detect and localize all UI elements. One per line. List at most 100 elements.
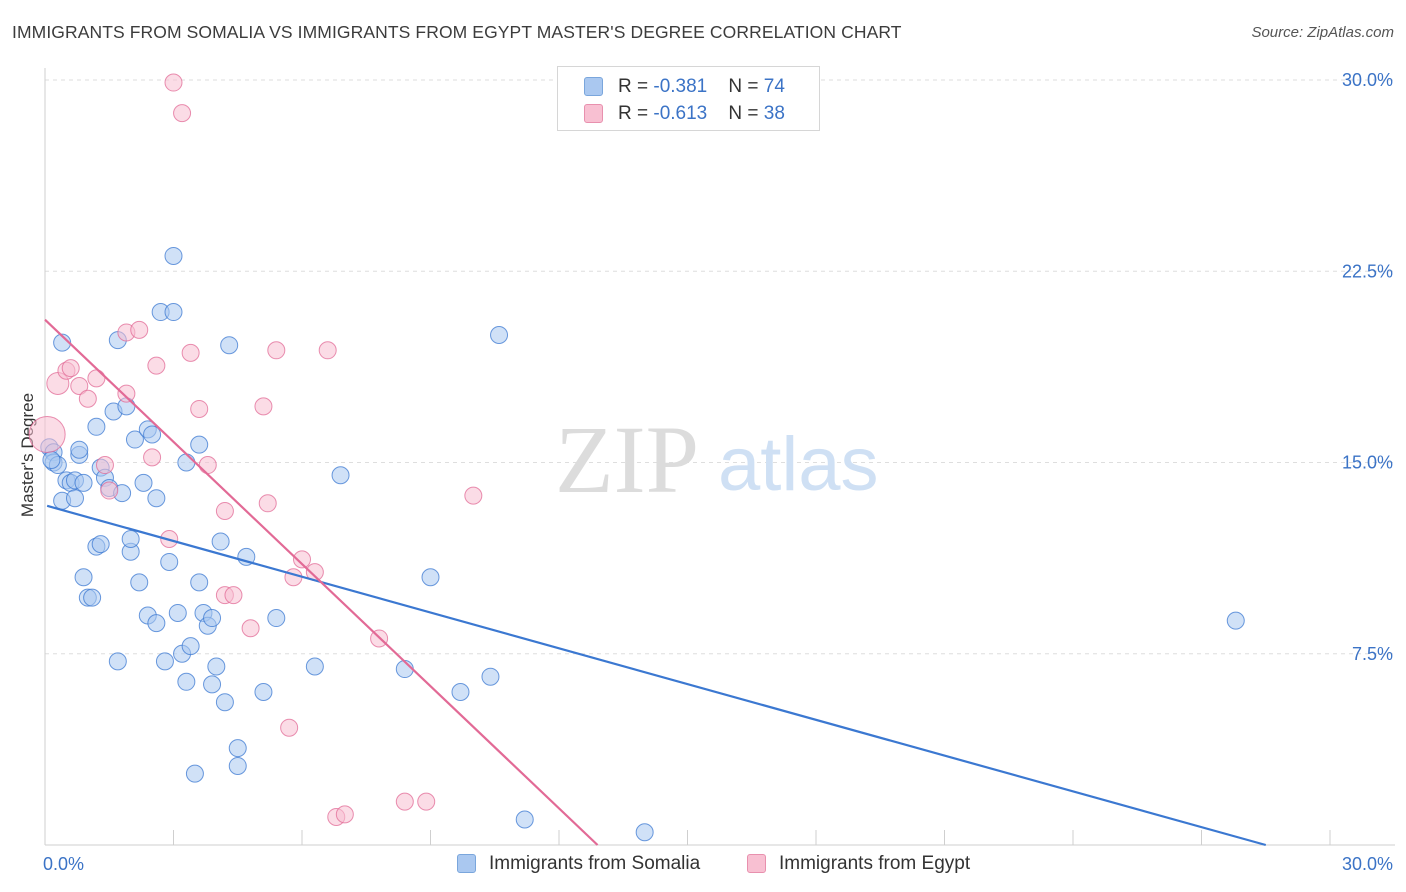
data-point-somalia (155, 652, 174, 671)
data-point-somalia (181, 637, 200, 656)
data-point-somalia (228, 739, 247, 758)
data-point-somalia (42, 450, 61, 469)
bottom-legend-label-somalia: Immigrants from Somalia (489, 853, 701, 874)
data-point-somalia (305, 657, 324, 676)
data-point-egypt (284, 568, 303, 587)
data-point-somalia (267, 609, 286, 628)
data-point-somalia (331, 466, 350, 485)
legend-n-value-somalia: 74 (763, 76, 785, 97)
y-tick-label: 30.0% (1342, 70, 1393, 90)
data-point-egypt (95, 456, 114, 475)
data-point-somalia (207, 657, 226, 676)
tick-labels: 7.5% 15.0% 22.5% 30.0% 0.0% 30.0% (43, 70, 1393, 874)
data-point-somalia (515, 810, 534, 829)
watermark-atlas: atlas (718, 422, 879, 507)
data-point-somalia (203, 609, 222, 628)
data-point-egypt (87, 369, 106, 388)
data-point-egypt (78, 389, 97, 408)
x-tick-label-min: 0.0% (43, 854, 84, 874)
data-point-somalia (203, 675, 222, 694)
data-point-somalia (451, 683, 470, 701)
data-point-somalia (177, 672, 196, 691)
data-point-somalia (164, 246, 183, 265)
data-point-egypt (198, 456, 217, 475)
data-point-somalia (83, 588, 102, 607)
data-point-egypt (417, 792, 436, 811)
data-point-egypt (28, 415, 66, 453)
data-point-egypt (395, 792, 414, 811)
data-point-somalia (190, 435, 209, 454)
data-point-somalia (125, 430, 144, 449)
watermark-zip: ZIP (555, 406, 699, 513)
data-point-somalia (635, 823, 654, 842)
data-point-egypt (181, 343, 200, 362)
x-tick-label-max: 30.0% (1342, 854, 1393, 874)
y-tick-label: 15.0% (1342, 453, 1393, 473)
data-point-egypt (241, 619, 260, 638)
data-point-somalia (74, 473, 93, 492)
data-point-somalia (143, 425, 162, 444)
data-point-egypt (280, 718, 299, 737)
data-point-somalia (108, 652, 127, 671)
data-point-somalia (490, 326, 509, 344)
legend-swatch-egypt (584, 104, 603, 123)
data-point-egypt (143, 448, 162, 467)
data-point-somalia (134, 473, 153, 492)
bottom-legend-swatch-somalia (457, 854, 476, 873)
data-point-somalia (168, 603, 187, 622)
data-point-egypt (130, 320, 149, 339)
watermark: ZIP atlas (555, 406, 879, 513)
data-point-egypt (258, 494, 277, 513)
legend-n-value-egypt: 38 (763, 103, 785, 124)
data-point-somalia (254, 683, 273, 701)
data-point-somalia (185, 764, 204, 783)
data-point-egypt (70, 377, 89, 395)
data-point-somalia (70, 440, 89, 459)
data-point-somalia (91, 535, 110, 554)
data-point-somalia (65, 489, 84, 508)
bottom-legend-swatch-egypt (747, 854, 766, 873)
bottom-legend-label-egypt: Immigrants from Egypt (779, 853, 971, 874)
data-point-somalia (147, 614, 166, 633)
data-point-somalia (481, 667, 500, 686)
data-point-egypt (190, 399, 209, 418)
data-point-somalia (164, 303, 183, 322)
trend-line-egypt (44, 318, 599, 846)
data-point-egypt (61, 359, 80, 378)
data-point-egypt (215, 501, 234, 520)
chart-source: Source: ZipAtlas.com (1251, 24, 1394, 41)
data-point-egypt (267, 341, 286, 360)
trend-lines (44, 318, 1267, 847)
data-point-egypt (224, 586, 243, 605)
legend-r-value-somalia: -0.381 (653, 76, 708, 97)
data-point-egypt (164, 73, 183, 92)
data-point-egypt (100, 481, 119, 500)
legend-swatch-somalia (584, 77, 603, 96)
data-point-somalia (1226, 611, 1245, 630)
data-point-somalia (211, 532, 230, 551)
data-point-somalia (74, 568, 93, 587)
data-point-egypt (464, 486, 483, 505)
y-tick-label: 7.5% (1352, 644, 1393, 664)
legend-r-value-egypt: -0.613 (653, 103, 708, 124)
data-points (28, 73, 1245, 842)
data-point-somalia (190, 573, 209, 592)
y-tick-label: 22.5% (1342, 261, 1393, 281)
legend-r-label: R = (618, 76, 654, 97)
data-point-egypt (147, 356, 166, 375)
data-point-egypt (335, 805, 354, 824)
stats-legend: R = -0.381 N = 74 R = -0.613 N = 38 (557, 66, 820, 131)
data-point-somalia (228, 756, 247, 775)
chart-title: IMMIGRANTS FROM SOMALIA VS IMMIGRANTS FR… (12, 22, 902, 42)
data-point-somalia (220, 336, 239, 355)
data-point-somalia (87, 417, 106, 436)
trend-line-somalia (46, 504, 1267, 847)
data-point-egypt (173, 104, 192, 123)
data-point-egypt (318, 341, 337, 360)
data-point-somalia (147, 489, 166, 508)
data-point-somalia (130, 573, 149, 592)
legend-n-label: N = (728, 103, 764, 124)
data-point-somalia (121, 530, 140, 548)
legend-n-label: N = (728, 76, 764, 97)
